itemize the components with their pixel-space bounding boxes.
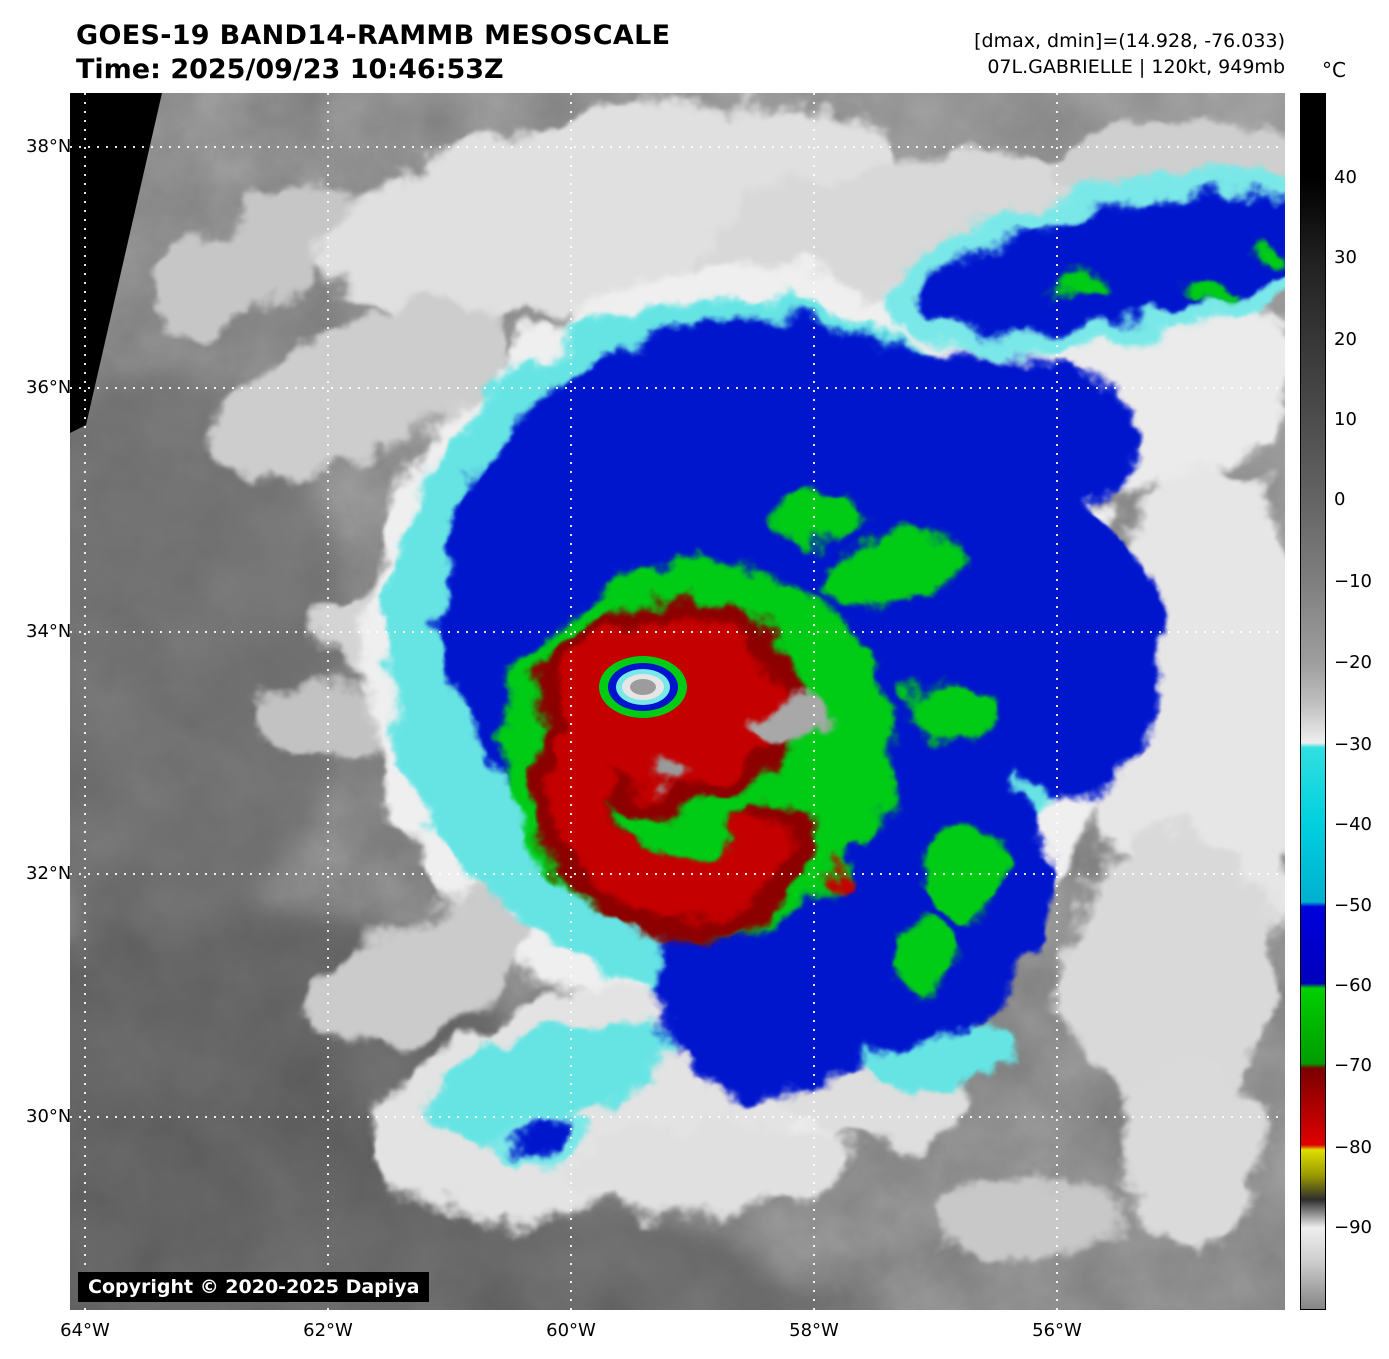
lon-label: 56°W [1032, 1320, 1082, 1341]
lon-label: 60°W [546, 1320, 596, 1341]
hurricane-eye [599, 656, 687, 718]
colorbar-tick-label: −10 [1334, 571, 1372, 592]
colorbar-tick-label: −60 [1334, 975, 1372, 996]
lon-label: 62°W [303, 1320, 353, 1341]
colorbar-tick-label: −30 [1334, 734, 1372, 755]
colorbar-tick-label: 30 [1334, 247, 1357, 268]
satellite-map: Copyright © 2020-2025 Dapiya [70, 93, 1285, 1310]
colorbar-unit-label: °C [1322, 58, 1346, 82]
lon-label: 64°W [60, 1320, 110, 1341]
lat-label: 34°N [26, 621, 72, 642]
colorbar-tick-label: −70 [1334, 1055, 1372, 1076]
colorbar-tick-label: −50 [1334, 895, 1372, 916]
colorbar-tick-label: 10 [1334, 409, 1357, 430]
copyright-badge: Copyright © 2020-2025 Dapiya [78, 1272, 430, 1302]
storm-info: 07L.GABRIELLE | 120kt, 949mb [987, 56, 1285, 78]
lat-label: 32°N [26, 863, 72, 884]
colorbar-tick-label: 40 [1334, 167, 1357, 188]
timestamp: Time: 2025/09/23 10:46:53Z [76, 54, 504, 85]
dry-slot-gray [648, 697, 833, 787]
lat-label: 38°N [26, 136, 72, 157]
lon-label: 58°W [789, 1320, 839, 1341]
page-title: GOES-19 BAND14-RAMMB MESOSCALE [76, 20, 671, 51]
no-data-wedge [70, 93, 162, 433]
dmax-dmin-readout: [dmax, dmin]=(14.928, -76.033) [974, 30, 1285, 52]
lat-label: 30°N [26, 1106, 72, 1127]
colorbar-tick-label: −40 [1334, 814, 1372, 835]
colorbar-tick-label: −80 [1334, 1137, 1372, 1158]
lat-label: 36°N [26, 377, 72, 398]
colorbar-tick-label: 20 [1334, 329, 1357, 350]
satellite-image [70, 93, 1285, 1310]
colorbar-tick-label: −90 [1334, 1217, 1372, 1238]
colorbar-tick-label: −20 [1334, 652, 1372, 673]
colorbar-tick-label: 0 [1334, 489, 1346, 510]
header-right: [dmax, dmin]=(14.928, -76.033) 07L.GABRI… [974, 28, 1285, 80]
temperature-colorbar [1300, 93, 1326, 1310]
